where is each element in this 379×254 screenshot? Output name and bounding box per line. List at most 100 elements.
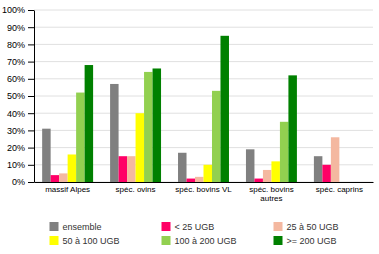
- y-tick-label: 80%: [7, 40, 25, 50]
- bars: [42, 36, 339, 182]
- y-tick-mark: [28, 165, 34, 166]
- legend-swatch: [274, 236, 283, 245]
- y-tick-label: 40%: [7, 109, 25, 119]
- legend-label: 100 à 200 UGB: [175, 236, 237, 246]
- x-tick: spéc. caprins: [316, 185, 363, 194]
- bar: [119, 156, 127, 182]
- y-tick-label: 10%: [7, 160, 25, 170]
- bar-series: [42, 84, 322, 182]
- y-tick: 60%: [7, 74, 34, 84]
- bar: [254, 179, 262, 182]
- x-tick-label: massif Alpes: [45, 185, 90, 194]
- y-tick-label: 50%: [7, 91, 25, 101]
- y-tick-label: 60%: [7, 74, 25, 84]
- y-tick-label: 90%: [7, 23, 25, 33]
- bar: [204, 165, 212, 182]
- y-tick-label: 0%: [12, 177, 25, 187]
- bar: [178, 153, 186, 182]
- x-tick-label: spéc. ovins: [116, 185, 156, 194]
- bar: [331, 137, 339, 182]
- bar: [246, 149, 254, 182]
- bar: [348, 182, 356, 183]
- bar: [68, 154, 76, 182]
- y-tick-mark: [28, 130, 34, 131]
- x-tick-label: spéc. caprins: [316, 185, 363, 194]
- bar-series: [59, 137, 339, 182]
- y-tick-label: 20%: [7, 143, 25, 153]
- grid-line: [34, 61, 373, 62]
- grid-line: [34, 44, 373, 45]
- bar: [356, 182, 364, 183]
- bar-series: [68, 113, 280, 182]
- x-axis: massif Alpes spéc. ovins spéc. bovins VL sp…: [35, 183, 374, 204]
- bar: [136, 113, 144, 182]
- legend-swatch: [162, 236, 171, 245]
- legend-swatch: [274, 222, 283, 231]
- bar: [220, 36, 228, 182]
- y-tick: 90%: [7, 23, 34, 33]
- grid-line: [34, 10, 373, 11]
- y-tick-mark: [28, 182, 34, 183]
- legend-label: 50 à 100 UGB: [63, 236, 120, 246]
- y-tick-mark: [28, 148, 34, 149]
- bar-series: [76, 72, 288, 182]
- legend-label: >= 200 UGB: [287, 236, 337, 246]
- plot: 0% 10% 20% 30% 40% 50% 60% 70% 80% 90% 100% massif …: [2, 5, 374, 203]
- y-tick: 50%: [7, 91, 34, 101]
- bar: [153, 68, 161, 182]
- bar: [59, 173, 67, 182]
- x-tick-label: spéc. bovins VL: [175, 185, 232, 194]
- chart: 0% 10% 20% 30% 40% 50% 60% 70% 80% 90% 100% massif …: [0, 0, 379, 254]
- y-tick-mark: [28, 27, 34, 28]
- y-axis-line: [34, 11, 35, 183]
- legend-item: 25 à 50 UGB: [274, 222, 339, 232]
- bar: [195, 177, 203, 182]
- legend-item: >= 200 UGB: [274, 236, 337, 246]
- legend-item: 100 à 200 UGB: [162, 236, 237, 246]
- y-tick-mark: [28, 10, 34, 11]
- legend-swatch: [50, 222, 59, 231]
- bar: [212, 91, 220, 182]
- x-tick: massif Alpes: [45, 185, 90, 194]
- bar: [127, 156, 135, 182]
- y-tick-mark: [28, 113, 34, 114]
- y-tick-mark: [28, 79, 34, 80]
- y-tick-label: 70%: [7, 57, 25, 67]
- x-tick: spéc. bovinsautres: [249, 185, 293, 203]
- bar: [187, 179, 195, 182]
- legend-label: ensemble: [63, 222, 102, 232]
- bar: [85, 65, 93, 182]
- y-axis: 0% 10% 20% 30% 40% 50% 60% 70% 80% 90% 100%: [2, 5, 35, 187]
- legend-item: ensemble: [50, 222, 102, 232]
- legend-item: 50 à 100 UGB: [50, 236, 120, 246]
- legend-label: < 25 UGB: [175, 222, 215, 232]
- bar: [76, 93, 84, 182]
- bar: [263, 170, 271, 182]
- y-tick: 70%: [7, 57, 34, 67]
- x-tick-label: spéc. bovinsautres: [249, 185, 293, 203]
- y-tick-label: 30%: [7, 126, 25, 136]
- legend-swatch: [50, 236, 59, 245]
- bar: [322, 165, 330, 182]
- bar: [144, 72, 152, 182]
- y-tick: 80%: [7, 40, 34, 50]
- bar: [42, 129, 50, 182]
- bar: [110, 84, 118, 182]
- bar: [314, 156, 322, 182]
- legend-item: < 25 UGB: [162, 222, 215, 232]
- x-axis-line: [35, 182, 374, 183]
- bar-series: [85, 36, 297, 182]
- y-tick: 10%: [7, 160, 34, 170]
- legend-label: 25 à 50 UGB: [287, 222, 339, 232]
- y-tick: 0%: [12, 177, 34, 187]
- x-tick: spéc. bovins VL: [175, 185, 232, 194]
- y-tick-mark: [28, 44, 34, 45]
- y-tick-mark: [28, 96, 34, 97]
- bar: [271, 161, 279, 182]
- bar: [339, 182, 347, 183]
- y-tick: 40%: [7, 109, 34, 119]
- bar: [288, 75, 296, 182]
- grid: [34, 10, 373, 182]
- legend: ensemble < 25 UGB 25 à 50 UGB 50 à 100 UGB 1…: [50, 222, 339, 246]
- y-tick: 100%: [2, 5, 34, 15]
